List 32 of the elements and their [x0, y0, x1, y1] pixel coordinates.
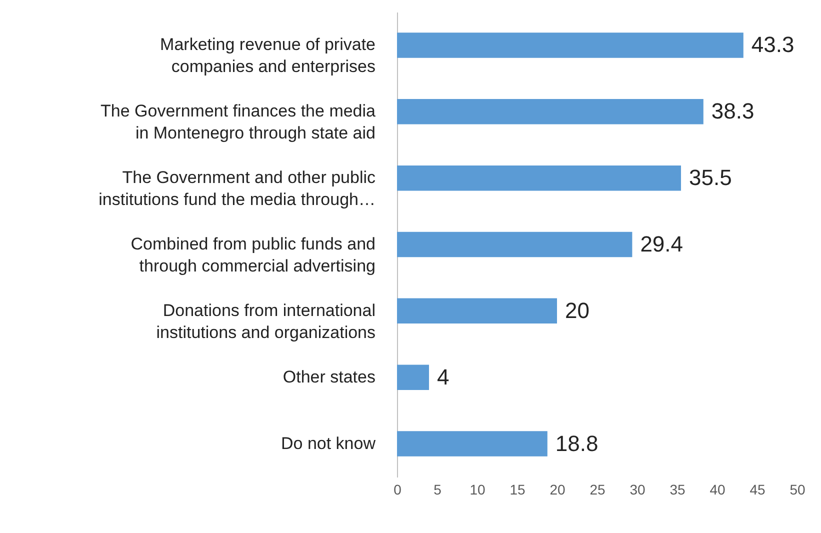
x-tick-label: 15 — [510, 482, 526, 498]
data-label: 4 — [437, 364, 450, 390]
data-label: 20 — [565, 298, 590, 323]
bar — [397, 165, 681, 191]
data-label: 43.3 — [751, 32, 794, 58]
y-tick-label: Marketing revenue of private companies and enterprises — [160, 35, 376, 76]
x-tick-label: 45 — [750, 482, 766, 498]
bar — [397, 32, 744, 58]
x-tick-label: 5 — [434, 482, 442, 498]
data-label: 35.5 — [689, 165, 732, 190]
y-tick-label: Combined from public funds and through commercial advertising — [130, 234, 376, 276]
x-tick-label: 40 — [710, 482, 726, 498]
y-tick-label: The Government finances the media in Montenegro through state aid — [100, 102, 376, 143]
bar — [397, 99, 704, 124]
y-tick-label: Donations from international institutions and organizations — [156, 300, 376, 342]
x-tick-label: 25 — [590, 482, 606, 498]
x-tick-label: 30 — [630, 482, 646, 498]
y-tick-label: Do not know — [281, 434, 376, 453]
x-tick-label: 35 — [670, 482, 686, 498]
x-tick-label: 10 — [470, 482, 486, 498]
bar — [397, 431, 548, 456]
bar — [397, 232, 632, 258]
x-tick-label: 20 — [550, 482, 566, 498]
y-tick-label: The Government and other public institutions fund the media through… — [98, 168, 376, 210]
y-tick-label: Other states — [282, 367, 376, 386]
bar — [397, 364, 429, 390]
bar — [397, 298, 557, 324]
x-tick-label: 0 — [394, 482, 402, 498]
data-label: 38.3 — [711, 98, 754, 124]
data-label: 18.8 — [555, 430, 598, 456]
data-label: 29.4 — [640, 232, 684, 256]
x-tick-label: 50 — [790, 482, 806, 498]
